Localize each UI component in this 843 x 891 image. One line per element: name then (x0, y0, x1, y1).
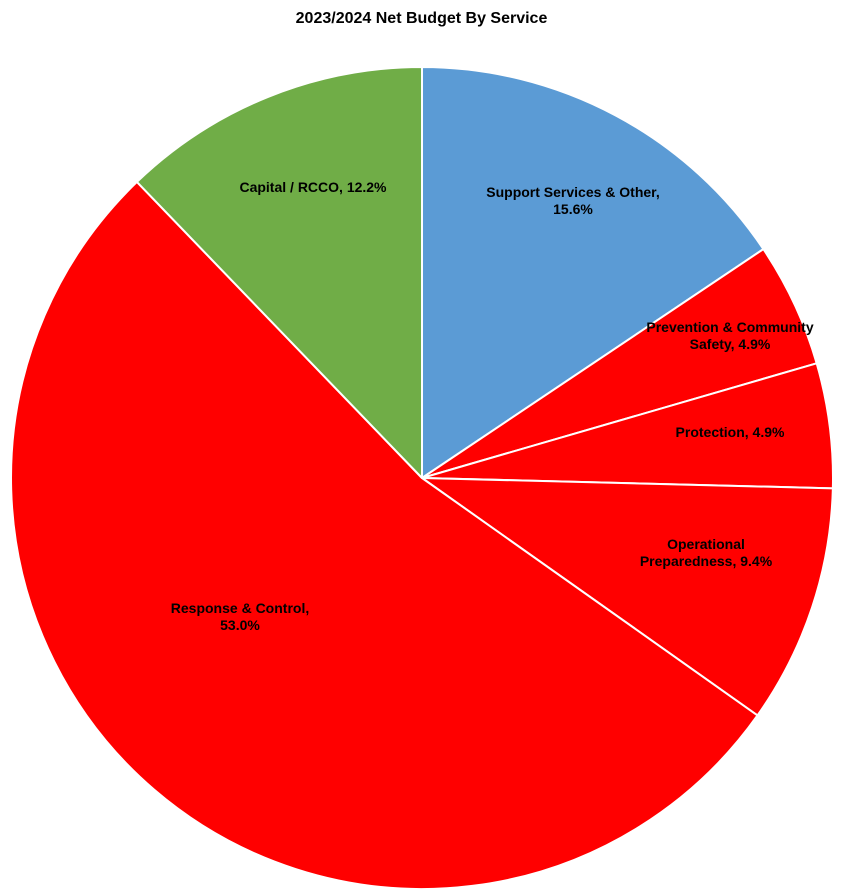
slice-label-line: 15.6% (553, 201, 593, 217)
slice-label: Prevention & Community Safety, 4.9% (646, 319, 813, 352)
slice-label: Support Services & Other, 15.6% (486, 184, 660, 217)
slice-label-line: Preparedness, 9.4% (640, 553, 773, 569)
slice-label: Operational Preparedness, 9.4% (640, 536, 773, 569)
slice-label: Capital / RCCO, 12.2% (239, 179, 387, 195)
pie-slice-response-control (10, 180, 759, 890)
slice-label-line: Operational (667, 536, 745, 552)
slice-label-line: Protection, 4.9% (676, 424, 785, 440)
pie-slice-support-services-other (421, 66, 765, 479)
slice-label: Protection, 4.9% (676, 424, 785, 440)
slice-label-line: Safety, 4.9% (690, 336, 771, 352)
slice-label-line: Support Services & Other, (486, 184, 660, 200)
slice-label-line: 53.0% (220, 617, 260, 633)
pie-slice-capital-rcco (135, 66, 423, 479)
slice-label-line: Response & Control, (171, 600, 309, 616)
chart-title: 2023/2024 Net Budget By Service (295, 10, 548, 27)
slice-label-line: Prevention & Community (646, 319, 813, 335)
slice-label-line: Capital / RCCO, 12.2% (239, 179, 387, 195)
pie-slice-operational-preparedness (421, 477, 834, 717)
slice-label: Response & Control, 53.0% (171, 600, 309, 633)
